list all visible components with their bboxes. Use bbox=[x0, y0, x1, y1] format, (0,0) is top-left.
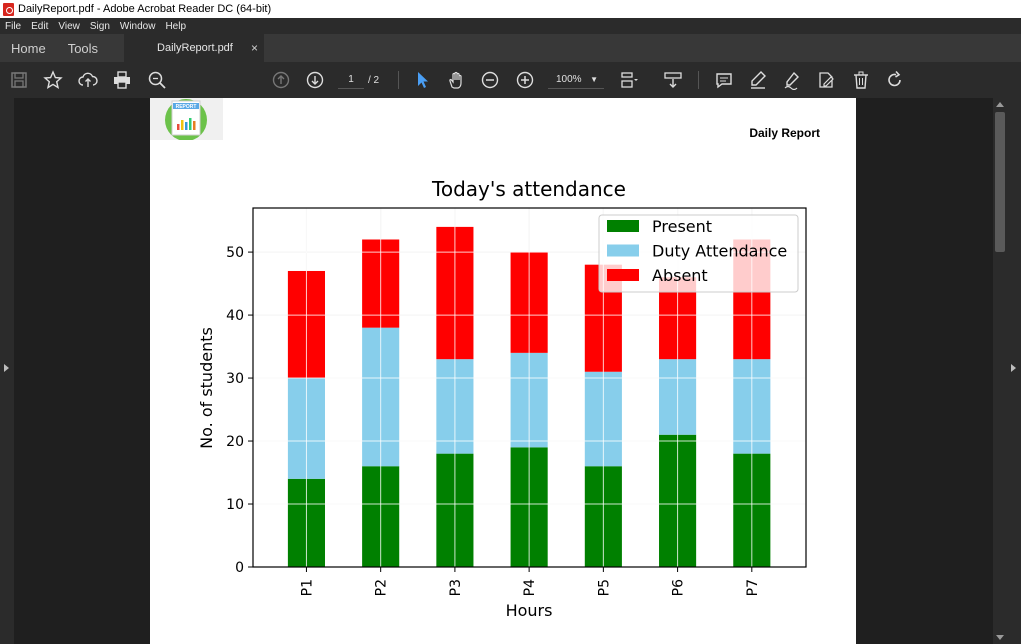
x-axis-label: Hours bbox=[506, 601, 553, 620]
legend-label-absent: Absent bbox=[652, 266, 708, 285]
cloud-upload-icon[interactable] bbox=[77, 69, 99, 91]
acrobat-app-icon bbox=[3, 2, 14, 16]
menu-edit[interactable]: Edit bbox=[31, 20, 49, 32]
menu-help[interactable]: Help bbox=[165, 20, 187, 32]
report-title: Daily Report bbox=[749, 126, 820, 140]
page-number-input[interactable]: 1 bbox=[338, 71, 364, 89]
comment-icon[interactable] bbox=[713, 69, 735, 91]
report-logo-label: REPORT bbox=[176, 104, 197, 110]
tab-bar: Home Tools DailyReport.pdf × bbox=[0, 34, 1021, 62]
x-tick-label-P2: P2 bbox=[374, 579, 390, 596]
scroll-thumb[interactable] bbox=[995, 112, 1005, 252]
zoom-out-icon[interactable] bbox=[479, 69, 501, 91]
attendance-chart: Today's attendance 0 10 20 30 40 50 P1 P2 P3 P4 P… bbox=[197, 177, 807, 620]
menu-window[interactable]: Window bbox=[119, 20, 156, 32]
previous-page-icon[interactable] bbox=[270, 69, 292, 91]
y-tick-label-10: 10 bbox=[226, 497, 244, 513]
legend-swatch-present bbox=[607, 220, 639, 232]
chart-title: Today's attendance bbox=[431, 177, 626, 201]
search-zoom-icon[interactable] bbox=[146, 69, 168, 91]
legend-swatch-absent bbox=[607, 269, 639, 281]
hand-tool-icon[interactable] bbox=[445, 69, 467, 91]
expand-right-icon bbox=[1011, 364, 1016, 372]
x-tick-label-P7: P7 bbox=[745, 579, 761, 596]
document-tab-label: DailyReport.pdf bbox=[157, 42, 233, 54]
tab-tools[interactable]: Tools bbox=[67, 40, 99, 56]
menu-sign[interactable]: Sign bbox=[89, 20, 110, 32]
tab-document[interactable]: DailyReport.pdf × bbox=[124, 34, 265, 62]
report-logo: REPORT bbox=[150, 98, 223, 141]
menu-file[interactable]: File bbox=[5, 20, 22, 32]
legend-swatch-duty-attendance bbox=[607, 244, 639, 257]
page-navigator: 1 / 2 bbox=[338, 71, 379, 89]
page-fit-icon[interactable] bbox=[618, 69, 640, 91]
pdf-page: REPORT Daily Report Today's attendance 0… bbox=[150, 98, 856, 644]
report-logo-graphic: REPORT bbox=[165, 99, 207, 141]
save-icon[interactable] bbox=[8, 69, 30, 91]
zoom-level-value: 100% bbox=[556, 74, 582, 85]
select-cursor-icon[interactable] bbox=[411, 69, 433, 91]
scroll-mode-icon[interactable] bbox=[662, 69, 684, 91]
x-tick-label-P3: P3 bbox=[448, 579, 464, 596]
bookmark-star-icon[interactable] bbox=[42, 69, 64, 91]
legend-box bbox=[598, 214, 799, 293]
y-tick-label-0: 0 bbox=[235, 560, 244, 576]
menu-view[interactable]: View bbox=[58, 20, 80, 32]
x-tick-label-P1: P1 bbox=[299, 579, 315, 596]
y-tick-label-30: 30 bbox=[226, 371, 244, 387]
toolbar-divider bbox=[698, 71, 699, 89]
right-panel-toggle[interactable] bbox=[1007, 98, 1021, 644]
left-panel-toggle[interactable] bbox=[0, 98, 14, 644]
expand-left-icon bbox=[4, 364, 9, 372]
page-total: / 2 bbox=[368, 74, 380, 86]
x-tick-label-P4: P4 bbox=[522, 579, 538, 596]
legend-label-duty-attendance: Duty Attendance bbox=[652, 242, 787, 261]
rotate-icon[interactable] bbox=[884, 69, 906, 91]
scroll-down-icon[interactable] bbox=[996, 635, 1004, 640]
vertical-scrollbar[interactable] bbox=[993, 98, 1007, 644]
toolbar: 1 / 2 100% ▼ bbox=[0, 62, 1021, 98]
y-tick-label-40: 40 bbox=[226, 308, 244, 324]
menu-bar: File Edit View Sign Window Help bbox=[0, 18, 1021, 34]
close-tab-icon[interactable]: × bbox=[251, 41, 259, 55]
sign-pen-icon[interactable] bbox=[781, 69, 803, 91]
print-icon[interactable] bbox=[111, 69, 133, 91]
highlight-pen-icon[interactable] bbox=[747, 69, 769, 91]
title-bar: DailyReport.pdf - Adobe Acrobat Reader D… bbox=[0, 0, 1021, 18]
chart-legend: Present Duty Attendance Absent bbox=[598, 214, 799, 293]
next-page-icon[interactable] bbox=[304, 69, 326, 91]
tab-home[interactable]: Home bbox=[11, 40, 46, 56]
y-tick-label-20: 20 bbox=[226, 434, 244, 450]
chevron-down-icon: ▼ bbox=[590, 75, 598, 84]
toolbar-divider bbox=[398, 71, 399, 89]
window-title: DailyReport.pdf - Adobe Acrobat Reader D… bbox=[18, 3, 272, 15]
zoom-in-icon[interactable] bbox=[514, 69, 536, 91]
x-tick-label-P6: P6 bbox=[671, 579, 687, 596]
y-tick-label-50: 50 bbox=[226, 245, 244, 261]
edit-pdf-icon[interactable] bbox=[815, 69, 837, 91]
legend-label-present: Present bbox=[652, 217, 712, 236]
y-axis-label: No. of students bbox=[197, 327, 216, 449]
zoom-level-select[interactable]: 100% ▼ bbox=[548, 71, 604, 89]
delete-trash-icon[interactable] bbox=[850, 69, 872, 91]
scroll-up-icon[interactable] bbox=[996, 102, 1004, 107]
x-tick-label-P5: P5 bbox=[596, 579, 612, 596]
